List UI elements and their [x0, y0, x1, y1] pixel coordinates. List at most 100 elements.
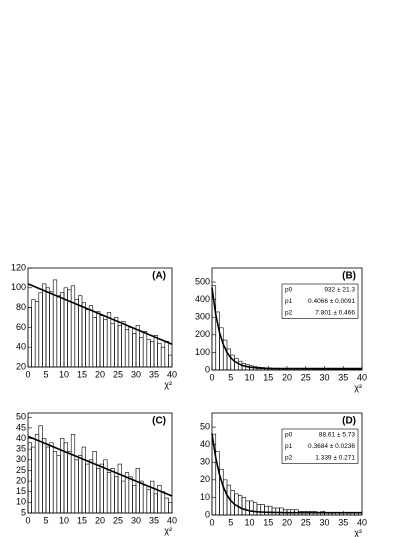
- y-tick-label: 5: [21, 507, 26, 517]
- histogram-bar: [153, 335, 158, 368]
- x-tick-label: 25: [113, 369, 123, 379]
- y-tick-label: 20: [16, 361, 26, 371]
- histogram-bar: [139, 336, 144, 368]
- histogram-bar: [128, 476, 133, 514]
- histogram-bar: [88, 459, 94, 514]
- histogram-bar: [121, 480, 126, 514]
- stats-box: [281, 283, 359, 319]
- y-tick-label: 80: [16, 302, 26, 312]
- histogram-bar: [45, 446, 50, 514]
- histogram-bar: [150, 340, 155, 368]
- histogram-bar: [110, 323, 115, 368]
- histogram-bar: [121, 321, 126, 368]
- histogram-bar: [164, 497, 169, 514]
- histogram-bar: [146, 489, 151, 514]
- x-tick-label: 15: [77, 515, 87, 525]
- y-tick-label: 100: [195, 347, 210, 357]
- histogram-bar: [275, 507, 280, 516]
- x-tick-label: 5: [228, 517, 233, 527]
- histogram-bar: [222, 479, 228, 516]
- y-tick-label: 50: [200, 421, 210, 431]
- histogram-bar: [67, 450, 72, 514]
- y-tick-label: 0: [205, 364, 210, 374]
- histogram-bar: [31, 446, 36, 514]
- fit-curve: [27, 283, 173, 345]
- histogram-bar: [99, 463, 104, 514]
- y-tick-label: 40: [16, 433, 26, 443]
- histogram-bar: [106, 312, 112, 368]
- histogram-bar: [78, 455, 83, 514]
- histogram-bar: [106, 472, 112, 514]
- histogram-bar: [92, 317, 97, 368]
- histogram-bar: [249, 500, 254, 516]
- stats-value: 0.4066 ± 0.0091: [308, 298, 355, 305]
- x-axis-label: χ²: [354, 527, 362, 537]
- histogram-bar: [164, 340, 169, 368]
- x-axis-label: χ²: [164, 525, 172, 535]
- x-tick-label: 25: [113, 515, 123, 525]
- histogram-bar: [168, 354, 173, 368]
- histogram-bar: [38, 425, 43, 514]
- x-tick-label: 40: [167, 515, 177, 525]
- histogram-bar: [70, 433, 76, 514]
- histogram-bar: [237, 495, 243, 516]
- x-tick-label: 30: [319, 372, 329, 382]
- histogram-bar: [49, 442, 54, 514]
- histogram-bar: [153, 493, 158, 514]
- stats-name: p1: [285, 443, 293, 450]
- histogram-bar: [92, 450, 97, 514]
- x-tick-label: 15: [263, 372, 273, 382]
- x-tick-label: 30: [319, 517, 329, 527]
- x-tick-label: 10: [244, 517, 254, 527]
- fit-curve: [27, 435, 173, 497]
- histogram-bar: [252, 502, 258, 516]
- histogram-bar: [96, 311, 101, 368]
- y-tick-label: 0: [205, 509, 210, 519]
- histogram-bar: [256, 504, 262, 516]
- histogram-bar: [135, 468, 140, 514]
- histogram-bar: [34, 433, 40, 514]
- x-tick-label: 40: [167, 369, 177, 379]
- panel-label: (D): [342, 416, 356, 427]
- stats-name: p1: [285, 298, 293, 305]
- histogram-bar: [150, 480, 155, 514]
- y-tick-label: 20: [16, 475, 26, 485]
- histogram-bar: [128, 327, 133, 368]
- histogram-bar: [99, 315, 104, 368]
- y-tick-label: 45: [16, 422, 26, 432]
- histogram-bar: [38, 292, 43, 368]
- x-tick-label: 20: [95, 515, 105, 525]
- stats-value: 1.339 ± 0.271: [315, 454, 355, 461]
- histogram-bar: [264, 505, 269, 516]
- histogram-bar: [70, 285, 76, 368]
- x-tick-label: 5: [43, 515, 48, 525]
- histogram-bar: [271, 507, 277, 516]
- histogram-bar: [85, 463, 90, 514]
- y-tick-label: 300: [195, 312, 210, 322]
- histogram-bar: [103, 319, 108, 368]
- histogram-bar: [96, 468, 101, 514]
- x-tick-label: 5: [43, 369, 48, 379]
- stats-box: [281, 428, 359, 464]
- histogram-bar: [81, 302, 86, 368]
- histogram-bar: [279, 507, 284, 516]
- x-tick-label: 20: [95, 369, 105, 379]
- y-tick-label: 120: [11, 262, 26, 272]
- histogram-bar: [135, 325, 140, 368]
- stats-value: 0.3684 ± 0.0236: [308, 443, 355, 450]
- stats-name: p0: [285, 431, 293, 438]
- histogram-bar: [81, 446, 86, 514]
- x-tick-label: 10: [244, 372, 254, 382]
- stats-name: p0: [285, 286, 293, 293]
- x-axis-label: χ²: [354, 382, 362, 392]
- histogram-bar: [114, 476, 119, 514]
- y-tick-label: 20: [200, 474, 210, 484]
- x-tick-label: 35: [338, 372, 348, 382]
- x-tick-label: 25: [301, 517, 311, 527]
- histogram-bar: [260, 504, 265, 516]
- x-tick-label: 30: [131, 515, 141, 525]
- fit-curve: [211, 433, 362, 514]
- y-tick-label: 30: [16, 454, 26, 464]
- y-tick-label: 10: [200, 492, 210, 502]
